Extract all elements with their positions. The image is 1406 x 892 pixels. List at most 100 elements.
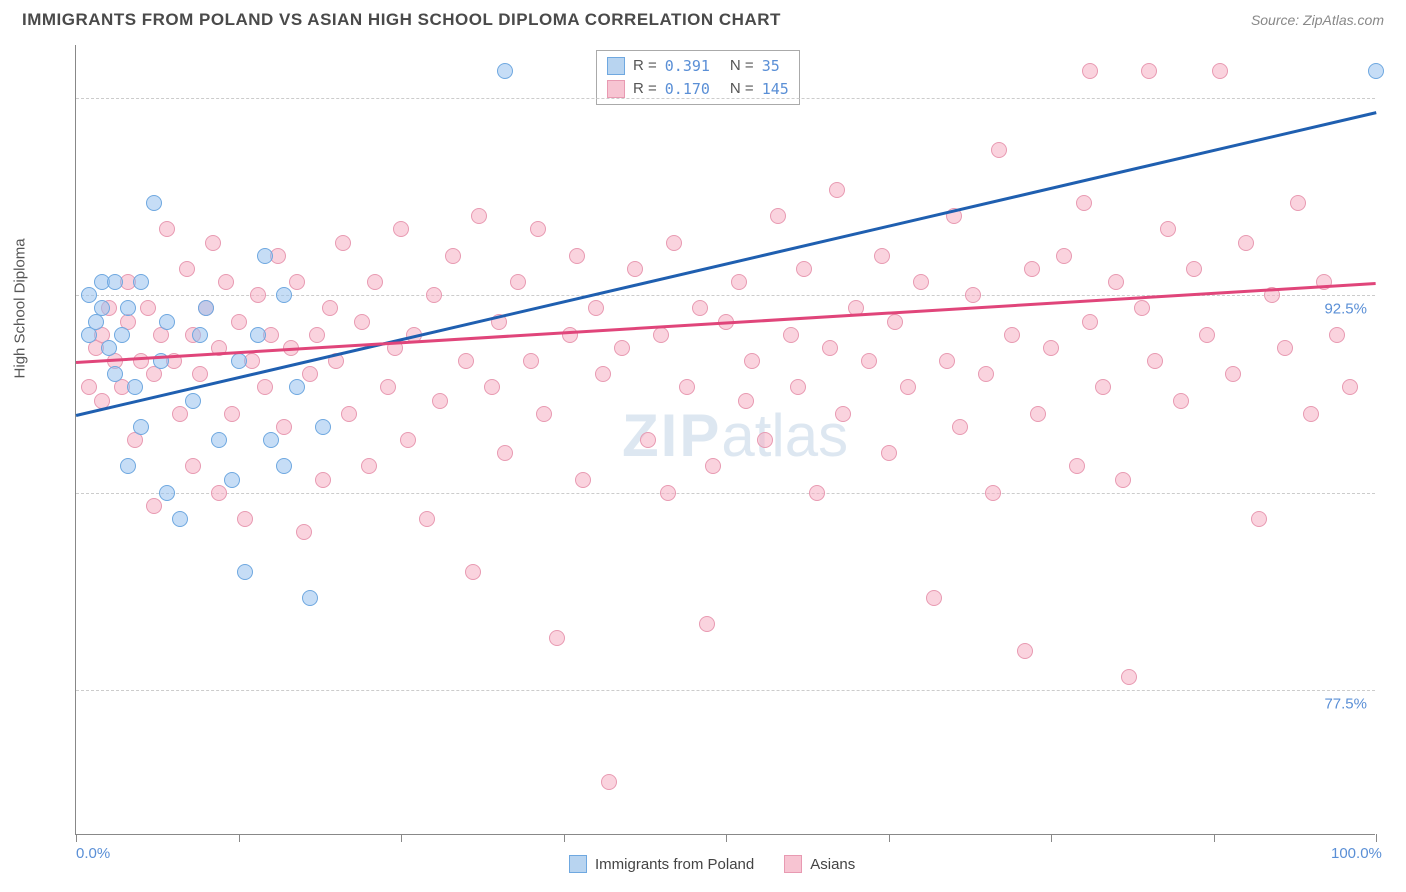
x-tick bbox=[1376, 834, 1377, 842]
data-point bbox=[192, 327, 208, 343]
data-point bbox=[211, 485, 227, 501]
chart-title: IMMIGRANTS FROM POLAND VS ASIAN HIGH SCH… bbox=[22, 10, 781, 30]
data-point bbox=[705, 458, 721, 474]
data-point bbox=[276, 419, 292, 435]
data-point bbox=[666, 235, 682, 251]
data-point bbox=[679, 379, 695, 395]
data-point bbox=[1329, 327, 1345, 343]
data-point bbox=[393, 221, 409, 237]
y-axis-label: High School Diploma bbox=[12, 238, 29, 378]
x-tick bbox=[1214, 834, 1215, 842]
data-point bbox=[796, 261, 812, 277]
data-point bbox=[140, 300, 156, 316]
data-point bbox=[257, 379, 273, 395]
data-point bbox=[861, 353, 877, 369]
x-tick bbox=[401, 834, 402, 842]
data-point bbox=[1017, 643, 1033, 659]
data-point bbox=[926, 590, 942, 606]
gridline bbox=[76, 98, 1375, 99]
data-point bbox=[1076, 195, 1092, 211]
data-point bbox=[133, 274, 149, 290]
data-point bbox=[101, 340, 117, 356]
data-point bbox=[218, 274, 234, 290]
data-point bbox=[738, 393, 754, 409]
data-point bbox=[1043, 340, 1059, 356]
data-point bbox=[114, 327, 130, 343]
data-point bbox=[380, 379, 396, 395]
data-point bbox=[809, 485, 825, 501]
data-point bbox=[465, 564, 481, 580]
chart-source: Source: ZipAtlas.com bbox=[1251, 12, 1384, 28]
legend-n-value: 145 bbox=[762, 78, 789, 101]
data-point bbox=[1186, 261, 1202, 277]
data-point bbox=[575, 472, 591, 488]
data-point bbox=[1277, 340, 1293, 356]
data-point bbox=[913, 274, 929, 290]
data-point bbox=[94, 300, 110, 316]
data-point bbox=[250, 287, 266, 303]
data-point bbox=[530, 221, 546, 237]
data-point bbox=[192, 366, 208, 382]
data-point bbox=[237, 564, 253, 580]
data-point bbox=[881, 445, 897, 461]
data-point bbox=[744, 353, 760, 369]
data-point bbox=[900, 379, 916, 395]
data-point bbox=[289, 379, 305, 395]
data-point bbox=[1173, 393, 1189, 409]
legend-swatch bbox=[607, 57, 625, 75]
watermark: ZIPatlas bbox=[622, 401, 848, 470]
legend-swatch-1 bbox=[569, 855, 587, 873]
data-point bbox=[315, 419, 331, 435]
legend-stats-row: R = 0.170N = 145 bbox=[607, 78, 789, 101]
data-point bbox=[1225, 366, 1241, 382]
data-point bbox=[172, 511, 188, 527]
x-tick bbox=[889, 834, 890, 842]
data-point bbox=[588, 300, 604, 316]
legend-n-value: 35 bbox=[762, 55, 780, 78]
data-point bbox=[952, 419, 968, 435]
trend-line bbox=[76, 111, 1377, 416]
data-point bbox=[1199, 327, 1215, 343]
watermark-light: atlas bbox=[721, 402, 848, 469]
data-point bbox=[1303, 406, 1319, 422]
data-point bbox=[1342, 379, 1358, 395]
data-point bbox=[1082, 63, 1098, 79]
data-point bbox=[569, 248, 585, 264]
data-point bbox=[1290, 195, 1306, 211]
data-point bbox=[757, 432, 773, 448]
data-point bbox=[322, 300, 338, 316]
legend-swatch-2 bbox=[784, 855, 802, 873]
data-point bbox=[263, 432, 279, 448]
data-point bbox=[341, 406, 357, 422]
data-point bbox=[640, 432, 656, 448]
data-point bbox=[276, 458, 292, 474]
data-point bbox=[874, 248, 890, 264]
data-point bbox=[1147, 353, 1163, 369]
chart-container: High School Diploma ZIPatlas R = 0.391N … bbox=[30, 45, 1380, 835]
gridline bbox=[76, 493, 1375, 494]
data-point bbox=[991, 142, 1007, 158]
data-point bbox=[660, 485, 676, 501]
gridline bbox=[76, 690, 1375, 691]
data-point bbox=[653, 327, 669, 343]
data-point bbox=[276, 287, 292, 303]
data-point bbox=[484, 379, 500, 395]
data-point bbox=[257, 248, 273, 264]
legend-swatch bbox=[607, 80, 625, 98]
data-point bbox=[536, 406, 552, 422]
legend-r-label: R = bbox=[633, 78, 657, 101]
data-point bbox=[146, 195, 162, 211]
data-point bbox=[965, 287, 981, 303]
data-point bbox=[1251, 511, 1267, 527]
legend-n-label: N = bbox=[730, 78, 754, 101]
data-point bbox=[510, 274, 526, 290]
data-point bbox=[146, 498, 162, 514]
data-point bbox=[315, 472, 331, 488]
legend-r-label: R = bbox=[633, 55, 657, 78]
data-point bbox=[185, 458, 201, 474]
legend-item-2: Asians bbox=[784, 855, 855, 873]
data-point bbox=[159, 485, 175, 501]
data-point bbox=[185, 393, 201, 409]
data-point bbox=[783, 327, 799, 343]
legend-stats-row: R = 0.391N = 35 bbox=[607, 55, 789, 78]
